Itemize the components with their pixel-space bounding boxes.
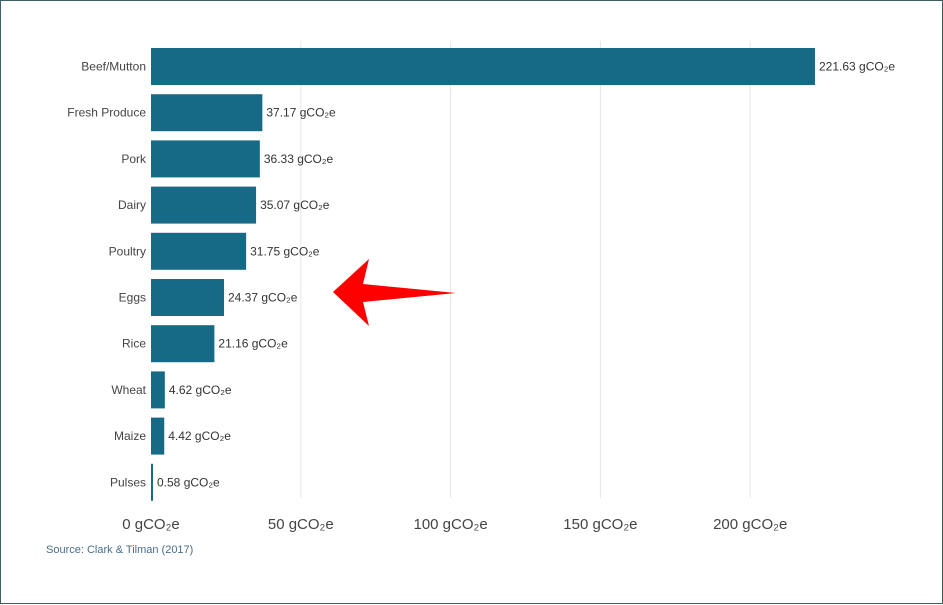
value-label: 221.63 gCO₂e xyxy=(819,60,895,74)
bar xyxy=(151,232,247,270)
bar xyxy=(151,48,815,85)
bar xyxy=(151,463,153,501)
value-label: 35.07 gCO₂e xyxy=(260,198,330,212)
x-tick-label: 200 gCO₂e xyxy=(713,516,787,533)
bar xyxy=(151,279,225,316)
category-label: Maize xyxy=(114,429,146,443)
category-label: Pulses xyxy=(110,475,146,489)
source-note: Source: Clark & Tilman (2017) xyxy=(46,544,194,556)
value-label: 4.62 gCO₂e xyxy=(169,383,232,397)
category-label: Dairy xyxy=(118,198,146,212)
value-label: 0.58 gCO₂e xyxy=(157,475,220,489)
bar xyxy=(151,325,215,363)
category-label: Poultry xyxy=(109,244,146,258)
value-label: 4.42 gCO₂e xyxy=(168,429,231,443)
value-label: 31.75 gCO₂e xyxy=(250,244,320,258)
value-label: 21.16 gCO₂e xyxy=(218,337,288,351)
value-label: 36.33 gCO₂e xyxy=(264,152,334,166)
bar xyxy=(151,140,260,178)
red-arrow-annotation xyxy=(333,259,456,326)
category-label: Rice xyxy=(122,337,146,351)
x-tick-label: 150 gCO₂e xyxy=(563,516,637,533)
x-tick-label: 0 gCO₂e xyxy=(122,516,180,533)
category-label: Beef/Mutton xyxy=(81,60,146,74)
value-label: 24.37 gCO₂e xyxy=(228,291,298,305)
value-label: 37.17 gCO₂e xyxy=(266,106,336,120)
category-label: Pork xyxy=(121,152,147,166)
category-label: Eggs xyxy=(119,291,146,305)
category-label: Wheat xyxy=(111,383,146,397)
bar xyxy=(151,417,165,455)
category-label: Fresh Produce xyxy=(67,106,146,120)
bar xyxy=(151,186,257,224)
bar xyxy=(151,371,165,409)
x-tick-label: 100 gCO₂e xyxy=(413,516,487,533)
bar xyxy=(151,94,263,132)
x-tick-label: 50 gCO₂e xyxy=(268,516,334,533)
